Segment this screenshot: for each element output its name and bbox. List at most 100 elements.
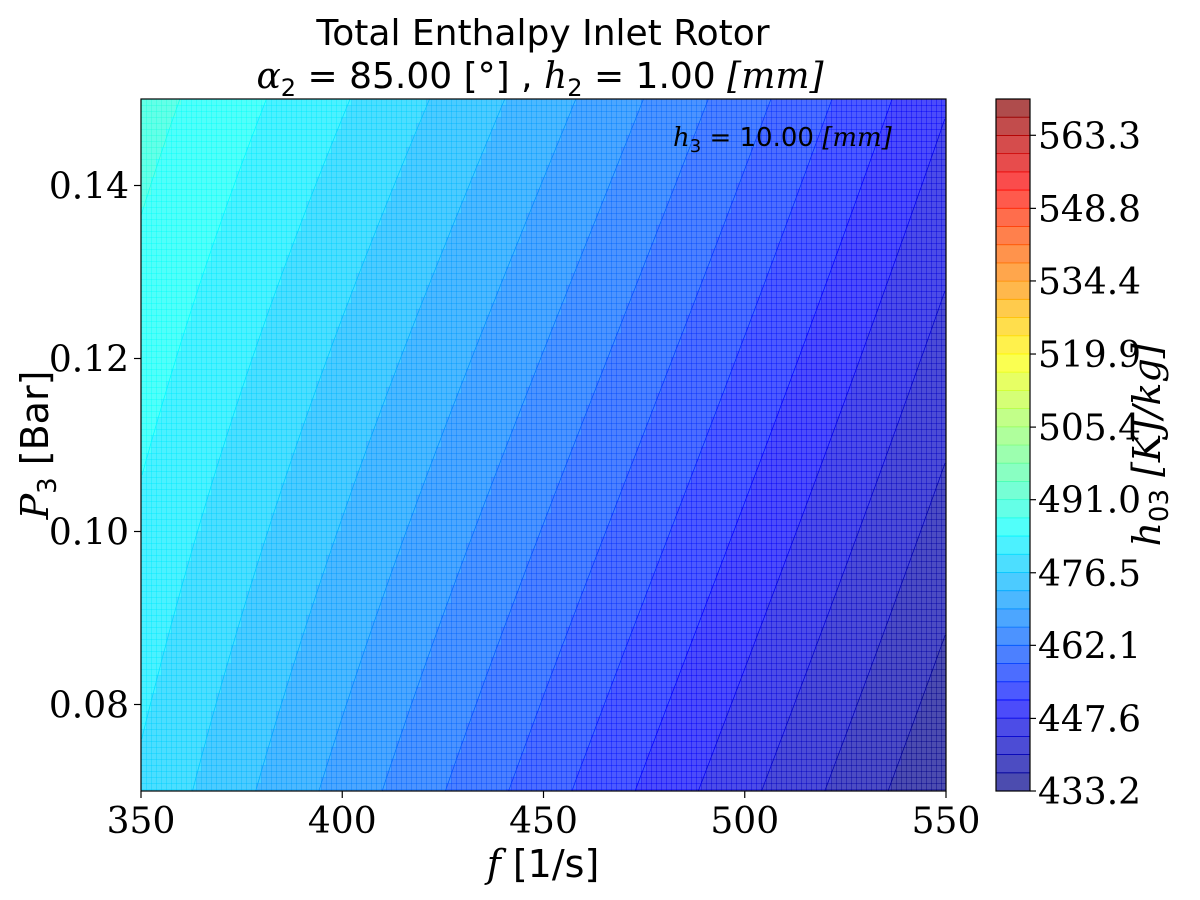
contour-cell xyxy=(911,219,917,226)
contour-cell xyxy=(146,171,152,178)
contour-cell xyxy=(821,183,827,190)
contour-cell xyxy=(631,279,637,286)
contour-cell xyxy=(791,153,797,160)
contour-cell xyxy=(401,123,407,130)
contour-cell xyxy=(841,195,847,202)
contour-cell xyxy=(176,225,182,232)
contour-cell xyxy=(221,231,227,238)
contour-cell xyxy=(716,177,722,184)
contour-cell xyxy=(146,255,152,262)
contour-cell xyxy=(851,177,857,184)
contour-cell xyxy=(886,147,892,154)
contour-cell xyxy=(736,183,742,190)
contour-cell xyxy=(621,123,627,130)
contour-cell xyxy=(256,279,262,286)
contour-cell xyxy=(896,207,902,214)
contour-cell xyxy=(576,201,582,208)
contour-cell xyxy=(381,99,387,106)
contour-cell xyxy=(796,105,802,112)
contour-cell xyxy=(781,249,787,256)
contour-cell xyxy=(426,279,432,286)
contour-cell xyxy=(366,123,372,130)
contour-cell xyxy=(276,261,282,268)
contour-cell xyxy=(236,201,242,208)
contour-cell xyxy=(141,117,147,124)
contour-cell xyxy=(396,123,402,130)
contour-cell xyxy=(321,105,327,112)
contour-cell xyxy=(841,207,847,214)
contour-cell xyxy=(626,231,632,238)
contour-cell xyxy=(291,195,297,202)
contour-cell xyxy=(586,165,592,172)
contour-cell xyxy=(356,249,362,256)
contour-cell xyxy=(176,279,182,286)
contour-cell xyxy=(901,273,907,280)
contour-cell xyxy=(471,165,477,172)
contour-cell xyxy=(341,177,347,184)
contour-cell xyxy=(271,189,277,196)
contour-cell xyxy=(236,171,242,178)
contour-cell xyxy=(911,207,917,214)
contour-cell xyxy=(656,105,662,112)
contour-cell xyxy=(721,123,727,130)
contour-cell xyxy=(351,279,357,286)
contour-cell xyxy=(831,159,837,166)
contour-cell xyxy=(531,129,537,136)
contour-cell xyxy=(476,183,482,190)
contour-cell xyxy=(526,165,532,172)
contour-cell xyxy=(606,105,612,112)
contour-cell xyxy=(641,147,647,154)
contour-cell xyxy=(226,183,232,190)
contour-cell xyxy=(931,243,937,250)
contour-cell xyxy=(206,201,212,208)
contour-cell xyxy=(186,231,192,238)
contour-cell xyxy=(311,231,317,238)
contour-cell xyxy=(926,243,932,250)
contour-cell xyxy=(291,207,297,214)
contour-cell xyxy=(646,207,652,214)
contour-cell xyxy=(536,225,542,232)
contour-cell xyxy=(161,141,167,148)
contour-cell xyxy=(516,273,522,280)
contour-cell xyxy=(276,219,282,226)
contour-cell xyxy=(236,141,242,148)
contour-cell xyxy=(866,129,872,136)
contour-cell xyxy=(826,237,832,244)
contour-cell xyxy=(591,123,597,130)
contour-cell xyxy=(431,153,437,160)
contour-cell xyxy=(306,165,312,172)
contour-cell xyxy=(266,147,272,154)
contour-cell xyxy=(221,141,227,148)
contour-cell xyxy=(226,213,232,220)
contour-cell xyxy=(526,135,532,142)
contour-cell xyxy=(586,171,592,178)
contour-cell xyxy=(546,255,552,262)
contour-cell xyxy=(371,237,377,244)
contour-cell xyxy=(721,111,727,118)
contour-cell xyxy=(801,135,807,142)
contour-cell xyxy=(151,171,157,178)
contour-cell xyxy=(411,189,417,196)
contour-cell xyxy=(301,141,307,148)
contour-cell xyxy=(266,225,272,232)
contour-cell xyxy=(411,219,417,226)
contour-cell xyxy=(581,105,587,112)
contour-cell xyxy=(216,141,222,148)
contour-cell xyxy=(716,147,722,154)
contour-cell xyxy=(266,165,272,172)
contour-cell xyxy=(501,267,507,274)
contour-cell xyxy=(776,111,782,118)
contour-cell xyxy=(161,237,167,244)
contour-cell xyxy=(326,105,332,112)
contour-cell xyxy=(786,117,792,124)
contour-cell xyxy=(786,183,792,190)
contour-cell xyxy=(311,117,317,124)
contour-cell xyxy=(871,99,877,106)
contour-cell xyxy=(231,201,237,208)
contour-cell xyxy=(281,249,287,256)
contour-cell xyxy=(486,195,492,202)
contour-cell xyxy=(341,165,347,172)
contour-cell xyxy=(751,123,757,130)
contour-cell xyxy=(621,249,627,256)
contour-cell xyxy=(816,153,822,160)
